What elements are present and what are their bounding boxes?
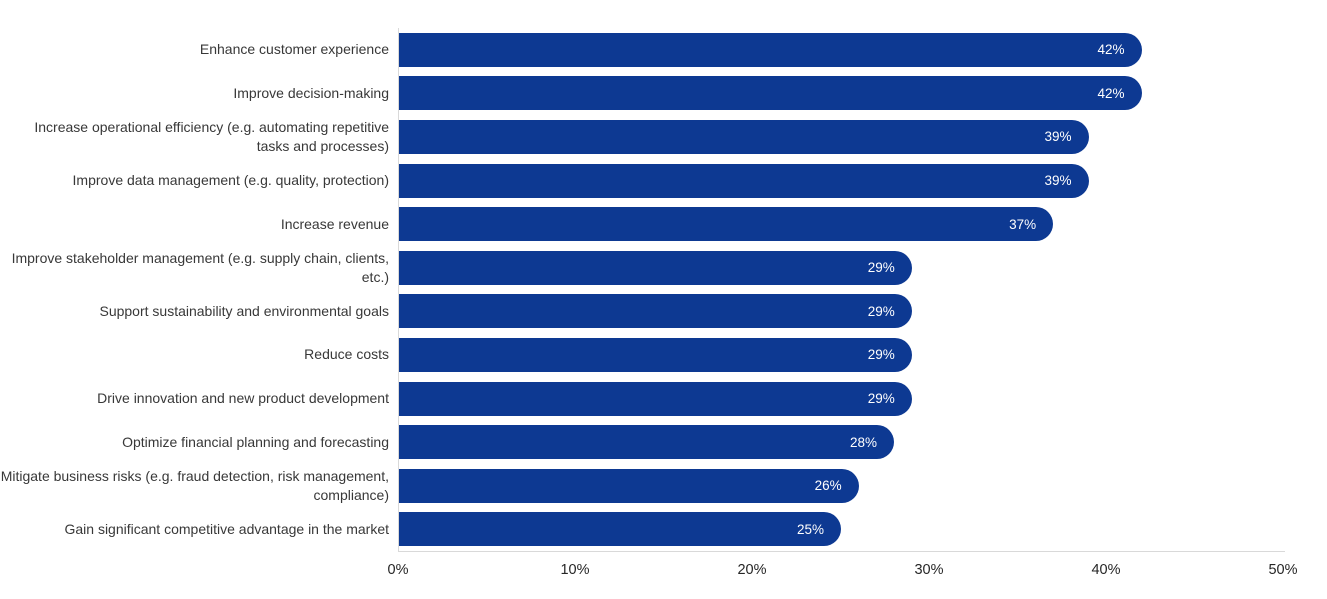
value-label: 42% bbox=[1097, 42, 1125, 58]
bar: 29% bbox=[399, 381, 912, 416]
bar: 26% bbox=[399, 468, 859, 503]
bar-track: 42% bbox=[398, 71, 1283, 116]
bar-track: 37% bbox=[398, 202, 1283, 246]
category-label: Improve decision-making bbox=[233, 84, 389, 101]
x-axis-line bbox=[398, 551, 1285, 552]
category-label: Optimize financial planning and forecast… bbox=[122, 433, 389, 450]
category-label: Improve data management (e.g. quality, p… bbox=[72, 172, 389, 189]
bar: 28% bbox=[399, 425, 895, 460]
category-label: Enhance customer experience bbox=[199, 41, 389, 58]
bar-row: Improve decision-making 42% bbox=[0, 71, 1327, 116]
bar: 37% bbox=[399, 207, 1054, 242]
category-label: Mitigate business risks (e.g. fraud dete… bbox=[0, 467, 389, 503]
value-label: 42% bbox=[1097, 85, 1125, 101]
bar-row: Mitigate business risks (e.g. fraud dete… bbox=[0, 463, 1327, 508]
bar-row: Reduce costs 29% bbox=[0, 333, 1327, 377]
category-label: Support sustainability and environmental… bbox=[99, 302, 389, 319]
x-axis: 0% 10% 20% 30% 40% 50% bbox=[388, 551, 1298, 591]
category-label: Improve stakeholder management (e.g. sup… bbox=[11, 249, 389, 285]
category-label: Drive innovation and new product develop… bbox=[97, 390, 389, 407]
x-tick-label: 10% bbox=[560, 562, 590, 578]
bar: 39% bbox=[399, 163, 1089, 198]
value-label: 26% bbox=[814, 478, 842, 494]
bar: 42% bbox=[399, 76, 1142, 111]
bar-row: Improve stakeholder management (e.g. sup… bbox=[0, 245, 1327, 290]
value-label: 28% bbox=[850, 434, 878, 450]
x-tick-label: 20% bbox=[737, 562, 767, 578]
category-label: Reduce costs bbox=[304, 346, 389, 363]
category-label: Increase operational efficiency (e.g. au… bbox=[34, 118, 389, 154]
value-label: 39% bbox=[1044, 129, 1072, 145]
value-label: 25% bbox=[796, 521, 824, 537]
bar: 29% bbox=[399, 294, 912, 329]
value-label: 39% bbox=[1044, 173, 1072, 189]
plot-area: Enhance customer experience 42% Improve … bbox=[0, 28, 1327, 552]
bar-track: 29% bbox=[398, 376, 1283, 421]
bar-row: Increase operational efficiency (e.g. au… bbox=[0, 115, 1327, 159]
bar-row: Drive innovation and new product develop… bbox=[0, 376, 1327, 421]
bar-row: Increase revenue 37% bbox=[0, 202, 1327, 246]
bar: 42% bbox=[399, 32, 1142, 67]
bar-track: 39% bbox=[398, 115, 1283, 159]
bar-row: Support sustainability and environmental… bbox=[0, 289, 1327, 334]
value-label: 29% bbox=[867, 260, 895, 276]
category-label: Increase revenue bbox=[280, 215, 389, 232]
bar: 39% bbox=[399, 119, 1089, 154]
bar-track: 25% bbox=[398, 507, 1283, 552]
value-label: 29% bbox=[867, 391, 895, 407]
x-tick-label: 50% bbox=[1268, 562, 1298, 578]
value-label: 37% bbox=[1009, 216, 1037, 232]
bar-track: 39% bbox=[398, 158, 1283, 203]
bar-row: Optimize financial planning and forecast… bbox=[0, 420, 1327, 464]
bar-track: 29% bbox=[398, 289, 1283, 334]
value-label: 29% bbox=[867, 303, 895, 319]
x-tick-label: 40% bbox=[1091, 562, 1121, 578]
bar: 29% bbox=[399, 337, 912, 372]
bar-track: 28% bbox=[398, 420, 1283, 464]
bar-track: 29% bbox=[398, 333, 1283, 377]
bar-track: 29% bbox=[398, 245, 1283, 290]
bar-row: Enhance customer experience 42% bbox=[0, 28, 1327, 72]
bar: 25% bbox=[399, 512, 841, 547]
category-label: Gain significant competitive advantage i… bbox=[64, 520, 389, 537]
bar: 29% bbox=[399, 250, 912, 285]
bar-track: 26% bbox=[398, 463, 1283, 508]
bar-row: Gain significant competitive advantage i… bbox=[0, 507, 1327, 552]
bar-track: 42% bbox=[398, 28, 1283, 72]
bar-row: Improve data management (e.g. quality, p… bbox=[0, 158, 1327, 203]
x-tick-label: 0% bbox=[387, 562, 409, 578]
x-tick-label: 30% bbox=[914, 562, 944, 578]
value-label: 29% bbox=[867, 347, 895, 363]
